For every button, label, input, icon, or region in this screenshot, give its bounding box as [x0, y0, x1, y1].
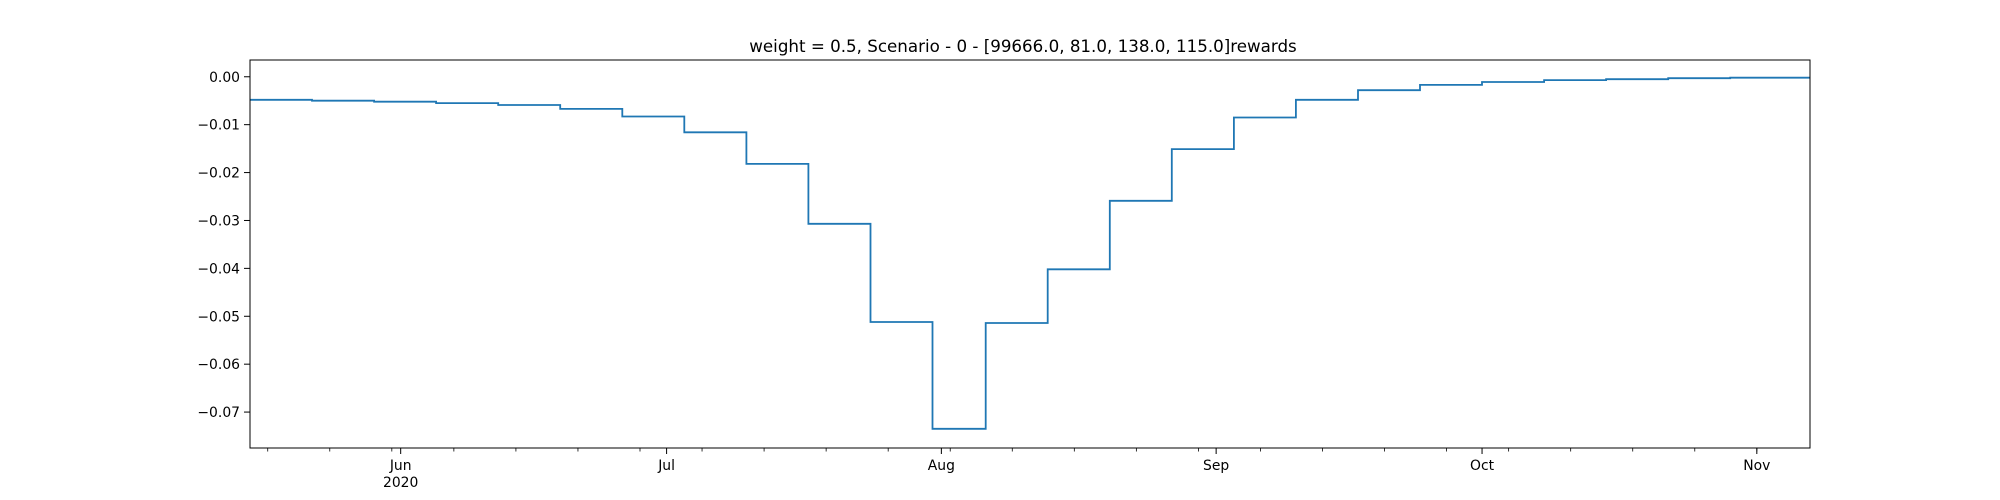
- y-tick-label: −0.04: [197, 261, 240, 277]
- plot-frame: [249, 59, 1811, 449]
- x-tick-label: Oct: [1470, 458, 1495, 474]
- plot-area: [250, 76, 1810, 430]
- y-tick-label: 0.00: [209, 70, 240, 86]
- y-tick-label: −0.03: [197, 213, 240, 229]
- x-tick-sublabel: 2020: [383, 475, 418, 491]
- x-tick-label: Sep: [1203, 458, 1229, 474]
- y-tick-label: −0.05: [197, 309, 240, 325]
- chart-title: weight = 0.5, Scenario - 0 - [99666.0, 8…: [749, 36, 1296, 56]
- x-tick-label: Jun: [389, 458, 412, 474]
- y-axis: 0.00 −0.01 −0.02 −0.03 −0.04 −0.05 −0.06 −0.07: [197, 70, 250, 421]
- y-tick-label: −0.07: [197, 405, 240, 421]
- x-tick-label: Jul: [657, 458, 675, 474]
- y-tick-label: −0.01: [197, 118, 240, 134]
- x-tick-label: Aug: [928, 458, 955, 474]
- y-tick-label: −0.06: [197, 357, 240, 373]
- x-tick-label: Nov: [1743, 458, 1770, 474]
- y-tick-label: −0.02: [197, 166, 240, 182]
- reward-series-line: [250, 76, 1810, 430]
